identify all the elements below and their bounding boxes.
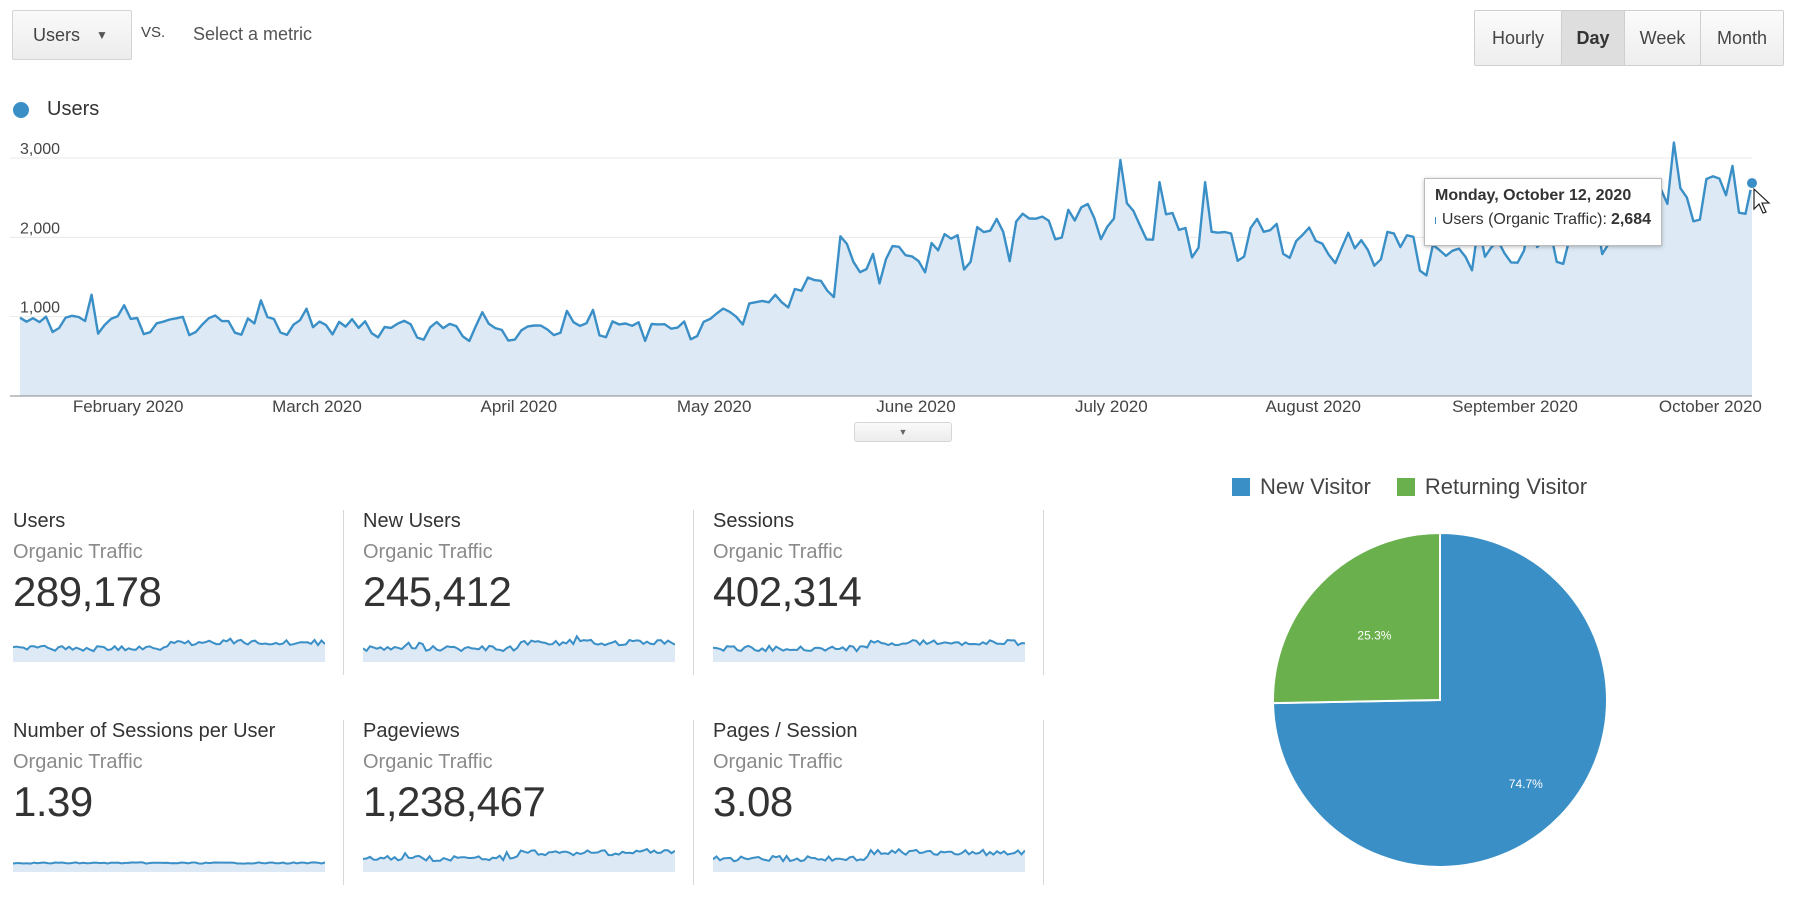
- vs-label: VS.: [141, 24, 166, 41]
- kpi-divider: [343, 720, 344, 885]
- sparkline-line: [13, 637, 325, 653]
- hovered-data-point[interactable]: [1745, 176, 1759, 191]
- kpi-sparkline: [713, 847, 1025, 872]
- kpi-pages-per-session: Pages / Session Organic Traffic 3.08: [713, 720, 1043, 900]
- x-tick-label: May 2020: [677, 397, 752, 416]
- period-selector: Hourly Day Week Month: [1474, 10, 1784, 66]
- chart-resize-handle[interactable]: ▼: [854, 422, 952, 442]
- sparkline-area: [363, 849, 675, 872]
- visitor-type-pie-chart: 74.7% 25.3%: [1272, 531, 1608, 868]
- kpi-divider: [693, 720, 694, 885]
- kpi-divider: [1043, 510, 1044, 675]
- kpi-sparkline: [13, 861, 325, 872]
- metric-dropdown-label: Users: [33, 24, 81, 45]
- kpi-users: Users Organic Traffic 289,178: [13, 510, 343, 690]
- sparkline-line: [363, 634, 675, 653]
- sparkline-line: [713, 847, 1025, 863]
- kpi-value: 1.39: [13, 778, 93, 825]
- x-tick-label: October 2020: [1659, 397, 1762, 416]
- y-tick-label: 3,000: [20, 141, 60, 158]
- kpi-sparkline: [363, 634, 675, 662]
- sparkline-line: [713, 638, 1025, 653]
- period-month-button[interactable]: Month: [1701, 11, 1783, 65]
- kpi-divider: [343, 510, 344, 675]
- select-metric-link[interactable]: Select a metric: [193, 24, 313, 44]
- chevron-down-icon: ▼: [96, 28, 108, 42]
- sparkline-area: [713, 640, 1025, 662]
- sparkline-line: [13, 861, 325, 865]
- kpi-pageviews: Pageviews Organic Traffic 1,238,467: [363, 720, 693, 900]
- tooltip-label: Users (Organic Traffic):: [1441, 211, 1607, 228]
- tooltip-value: 2,684: [1610, 211, 1651, 228]
- kpi-title: Pageviews: [363, 720, 460, 742]
- new-visitor-label: New Visitor: [1260, 474, 1371, 499]
- kpi-value: 245,412: [363, 568, 512, 615]
- kpi-new-users: New Users Organic Traffic 245,412: [363, 510, 693, 690]
- pie-legend: New Visitor Returning Visitor: [1232, 474, 1613, 500]
- x-tick-label: August 2020: [1265, 397, 1360, 416]
- sparkline-line: [363, 847, 675, 863]
- kpi-subtitle: Organic Traffic: [363, 751, 493, 773]
- x-tick-label: March 2020: [272, 397, 362, 416]
- new-visitor-swatch: [1232, 478, 1250, 496]
- users-line-chart: 1,000 2,000 3,000 February 2020 March 2020 Ap…: [10, 141, 1771, 416]
- kpi-subtitle: Organic Traffic: [713, 751, 843, 773]
- period-day-button[interactable]: Day: [1562, 11, 1625, 65]
- pie-slice-label: 25.3%: [1357, 629, 1391, 643]
- sparkline-area: [13, 638, 325, 662]
- tooltip-series-swatch: [1435, 216, 1436, 224]
- kpi-value: 1,238,467: [363, 778, 546, 825]
- period-week-button[interactable]: Week: [1625, 11, 1701, 65]
- kpi-sessions: Sessions Organic Traffic 402,314: [713, 510, 1043, 690]
- users-legend-marker: [13, 102, 29, 118]
- kpi-subtitle: Organic Traffic: [13, 751, 143, 773]
- kpi-subtitle: Organic Traffic: [363, 541, 493, 563]
- y-tick-label: 1,000: [20, 300, 60, 317]
- tooltip-date: Monday, October 12, 2020: [1435, 187, 1632, 204]
- kpi-title: Sessions: [713, 510, 795, 532]
- kpi-divider: [693, 510, 694, 675]
- sparkline-area: [713, 849, 1025, 872]
- pie-legend-returning: Returning Visitor: [1396, 474, 1588, 500]
- cursor-icon: [1753, 187, 1771, 214]
- x-tick-label: September 2020: [1452, 397, 1578, 416]
- kpi-value: 402,314: [713, 568, 862, 615]
- pie-slice-returning-visitor[interactable]: [1272, 531, 1441, 705]
- kpi-sparkline: [13, 637, 325, 662]
- kpi-subtitle: Organic Traffic: [713, 541, 843, 563]
- metric-dropdown[interactable]: Users ▼: [12, 10, 132, 60]
- kpi-value: 289,178: [13, 568, 162, 615]
- users-legend-label: Users: [47, 98, 100, 120]
- kpi-title: Pages / Session: [713, 720, 858, 742]
- x-tick-label: July 2020: [1075, 397, 1148, 416]
- pie-slice-new-visitor[interactable]: [1272, 531, 1608, 868]
- pie-legend-new: New Visitor: [1232, 474, 1371, 500]
- kpi-title: Users: [13, 510, 66, 532]
- x-tick-label: June 2020: [876, 397, 955, 416]
- returning-visitor-label: Returning Visitor: [1424, 474, 1588, 499]
- returning-visitor-swatch: [1396, 478, 1415, 496]
- kpi-value: 3.08: [713, 778, 793, 825]
- kpi-title: New Users: [363, 510, 461, 532]
- y-tick-label: 2,000: [20, 220, 60, 237]
- sparkline-area: [13, 862, 325, 872]
- kpi-sparkline: [363, 847, 675, 872]
- kpi-sessions-per-user: Number of Sessions per User Organic Traf…: [13, 720, 343, 900]
- x-tick-label: April 2020: [481, 397, 558, 416]
- users-area-fill: [20, 142, 1752, 396]
- x-tick-label: February 2020: [73, 397, 184, 416]
- kpi-title: Number of Sessions per User: [13, 720, 276, 742]
- pie-slice-label: 74.7%: [1509, 777, 1543, 791]
- kpi-sparkline: [713, 638, 1025, 662]
- sparkline-area: [363, 636, 675, 662]
- kpi-subtitle: Organic Traffic: [13, 541, 143, 563]
- kpi-divider: [1043, 720, 1044, 885]
- chart-tooltip: Monday, October 12, 2020 Users (Organic …: [1424, 178, 1662, 246]
- period-hourly-button[interactable]: Hourly: [1475, 11, 1562, 65]
- tooltip-row: Users (Organic Traffic): 2,684: [1435, 211, 1651, 229]
- users-series-line: [19, 141, 1754, 343]
